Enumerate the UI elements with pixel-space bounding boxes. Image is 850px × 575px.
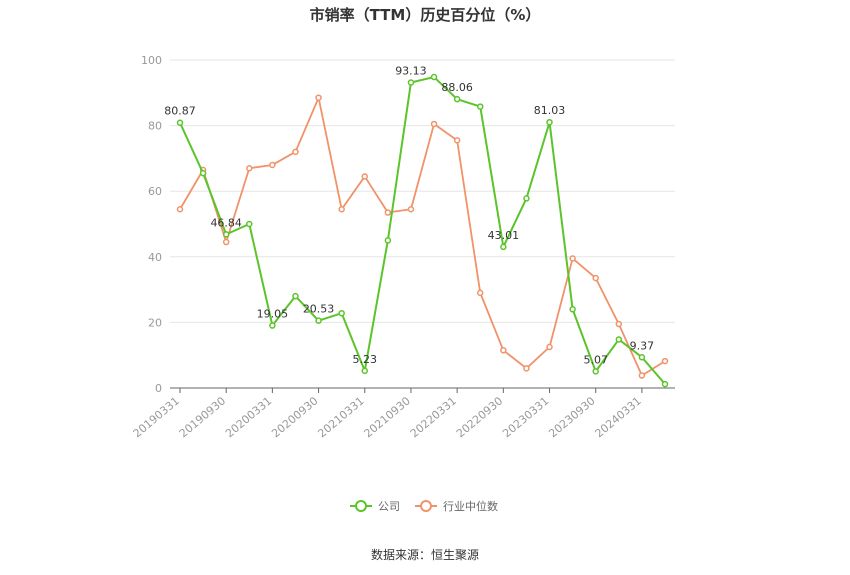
- axes: 0 20 40 60 80 100 2019033120190930202003312020…: [131, 54, 675, 440]
- data-label: 5.07: [583, 353, 608, 366]
- legend-label: 公司: [378, 500, 400, 513]
- x-tick-label: 20230331: [500, 394, 551, 440]
- y-tick-label: 20: [148, 316, 162, 329]
- data-point[interactable]: [661, 357, 669, 365]
- data-point[interactable]: [638, 372, 646, 379]
- data-point[interactable]: [338, 309, 345, 317]
- y-tick-label: 60: [148, 185, 162, 198]
- x-tick-label: 20190331: [131, 394, 182, 440]
- data-label: 5.23: [353, 353, 378, 366]
- data-point[interactable]: [292, 148, 299, 156]
- x-tick-label: 20210930: [362, 394, 413, 440]
- data-point[interactable]: [246, 220, 253, 228]
- x-tick-label: 20220930: [454, 394, 505, 440]
- x-tick-label: 20220331: [408, 394, 459, 440]
- data-point[interactable]: [453, 95, 461, 103]
- data-point[interactable]: [569, 306, 576, 313]
- grid: [170, 59, 675, 323]
- data-point[interactable]: [176, 205, 184, 213]
- data-label: 20.53: [303, 303, 335, 316]
- data-label: 93.13: [395, 65, 427, 78]
- data-point[interactable]: [638, 354, 646, 361]
- data-point[interactable]: [546, 118, 553, 126]
- data-point[interactable]: [476, 103, 484, 110]
- data-label: 81.03: [534, 104, 566, 117]
- data-point[interactable]: [292, 292, 299, 300]
- data-labels: 80.87 46.84 19.05 20.53 5.23 93.13 88.06 43.01 8…: [164, 65, 654, 367]
- y-tick-label: 80: [148, 120, 162, 133]
- x-tick-label: 20190930: [177, 394, 228, 440]
- data-point[interactable]: [246, 164, 253, 172]
- data-point[interactable]: [407, 205, 415, 213]
- data-point[interactable]: [338, 205, 345, 213]
- data-point[interactable]: [592, 368, 599, 375]
- data-point[interactable]: [523, 195, 530, 202]
- legend-label: 行业中位数: [443, 499, 498, 513]
- data-point[interactable]: [315, 94, 322, 101]
- x-tick-label: 20200331: [223, 394, 274, 440]
- data-point[interactable]: [546, 343, 553, 351]
- x-tick-label: 20200930: [269, 394, 320, 440]
- data-label: 88.06: [441, 81, 473, 94]
- data-point[interactable]: [269, 161, 276, 169]
- data-point[interactable]: [615, 336, 623, 343]
- chart-title: 市销率（TTM）历史百分位（%）: [310, 6, 541, 24]
- data-point[interactable]: [315, 317, 322, 324]
- data-point[interactable]: [269, 322, 276, 329]
- data-point[interactable]: [523, 365, 530, 372]
- series-line-industry-median: [179, 96, 666, 377]
- data-point[interactable]: [500, 347, 507, 354]
- series: [176, 73, 669, 388]
- data-point[interactable]: [615, 320, 623, 328]
- data-point[interactable]: [569, 255, 576, 262]
- data-point[interactable]: [176, 119, 184, 126]
- y-tick-label: 0: [155, 382, 162, 395]
- legend-item-industry-median[interactable]: 行业中位数: [415, 499, 498, 513]
- data-point[interactable]: [430, 120, 438, 128]
- data-label: 80.87: [164, 105, 196, 118]
- data-label: 9.37: [630, 339, 655, 352]
- x-tick-label: 20230930: [546, 394, 597, 440]
- data-point[interactable]: [453, 137, 461, 144]
- x-tick-label: 20240331: [593, 394, 644, 440]
- data-point[interactable]: [361, 367, 369, 375]
- legend-item-company[interactable]: 公司: [350, 500, 400, 513]
- data-point[interactable]: [592, 274, 599, 282]
- y-tick-label: 40: [148, 251, 162, 264]
- series-line-company: [179, 76, 666, 385]
- data-point[interactable]: [407, 79, 415, 86]
- data-point[interactable]: [430, 73, 438, 81]
- data-point[interactable]: [222, 238, 230, 246]
- x-tick-label: 20210331: [315, 394, 366, 440]
- data-point[interactable]: [500, 243, 507, 251]
- data-point[interactable]: [361, 173, 369, 180]
- data-label: 46.84: [210, 216, 242, 229]
- legend-marker: [355, 500, 367, 512]
- y-tick-label: 100: [141, 54, 162, 67]
- legend-marker: [420, 500, 432, 512]
- data-label: 19.05: [257, 308, 289, 321]
- data-point[interactable]: [476, 289, 484, 297]
- data-point[interactable]: [384, 209, 392, 216]
- data-point[interactable]: [661, 380, 669, 388]
- data-point[interactable]: [199, 169, 207, 177]
- data-label: 43.01: [488, 229, 520, 242]
- data-point[interactable]: [222, 231, 230, 238]
- source-note: 数据来源：恒生聚源: [371, 547, 479, 562]
- data-point[interactable]: [384, 237, 392, 244]
- legend[interactable]: 公司 行业中位数: [350, 499, 498, 513]
